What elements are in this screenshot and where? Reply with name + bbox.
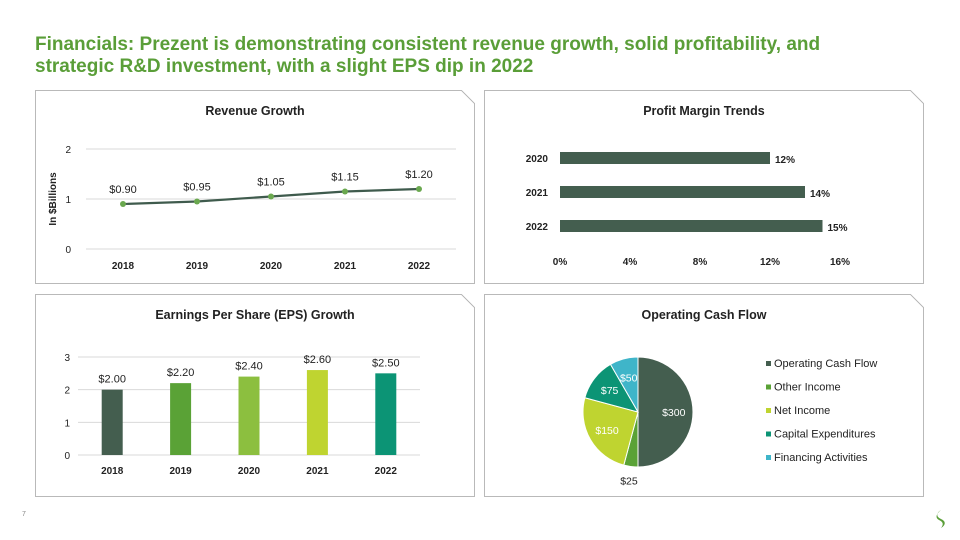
eps-data-label: $2.20 bbox=[167, 367, 195, 379]
x-tick-label: 2020 bbox=[238, 466, 261, 477]
x-tick-label: 2018 bbox=[112, 261, 135, 272]
legend-label: Capital Expenditures bbox=[774, 429, 876, 441]
x-tick-label: 2019 bbox=[186, 261, 209, 272]
eps-bar bbox=[170, 383, 192, 455]
panel-corner-fold bbox=[461, 90, 475, 104]
revenue-chart-title: Revenue Growth bbox=[205, 104, 305, 118]
profit-margin-bar bbox=[560, 186, 805, 198]
profit-margin-bar bbox=[560, 220, 823, 232]
legend-swatch bbox=[766, 408, 771, 413]
eps-bar-chart: 0 1 2 3 $2.00 2018 $2.20 2019 $2.40 2020 $2.60 2021… bbox=[64, 353, 420, 477]
y-tick-label: 2 bbox=[64, 386, 70, 397]
revenue-data-label: $1.05 bbox=[257, 177, 285, 189]
y-tick-label: 0 bbox=[64, 451, 70, 462]
x-tick-label: 2022 bbox=[375, 466, 398, 477]
y-category-label: 2022 bbox=[526, 222, 549, 233]
pie-data-label: $300 bbox=[662, 407, 686, 419]
eps-bar bbox=[238, 376, 260, 455]
legend-label: Other Income bbox=[774, 382, 841, 394]
pie-slice bbox=[609, 356, 639, 414]
x-tick-label: 2019 bbox=[169, 466, 192, 477]
profit-margin-bar-chart: 2020 12% 2021 14% 2022 15% 0% 4% 8% 12% 16% bbox=[526, 152, 850, 268]
profit-margin-data-label: 12% bbox=[775, 155, 795, 166]
x-tick-label: 12% bbox=[760, 257, 780, 268]
profit-margin-chart-title: Profit Margin Trends bbox=[643, 104, 765, 118]
slide-title-line-2: strategic R&D investment, with a slight … bbox=[35, 56, 534, 77]
slide-title: Financials: Prezent is demonstrating con… bbox=[35, 34, 915, 78]
cash-flow-pie-chart: $300 $25 $150 $75$50 Operating Cash Flow Othe… bbox=[582, 356, 877, 487]
revenue-data-point bbox=[268, 193, 274, 200]
legend-swatch bbox=[766, 431, 771, 437]
revenue-data-label: $0.90 bbox=[109, 184, 137, 196]
revenue-data-label: $0.95 bbox=[183, 182, 211, 194]
panel-corner-fold bbox=[461, 294, 475, 308]
y-tick-label: 1 bbox=[64, 418, 70, 429]
y-tick-label: 2 bbox=[65, 145, 71, 156]
revenue-data-label: $1.15 bbox=[331, 172, 359, 184]
y-category-label: 2020 bbox=[526, 154, 549, 165]
x-tick-label: 2018 bbox=[101, 466, 124, 477]
eps-growth-panel: Earnings Per Share (EPS) Growth 0 1 2 3 $2.0… bbox=[35, 294, 475, 497]
pie-slice bbox=[582, 397, 639, 466]
panel-corner-fold bbox=[910, 90, 924, 104]
y-axis-label: In $Billions bbox=[48, 172, 59, 226]
y-tick-label: 3 bbox=[64, 353, 70, 364]
profit-margin-panel: Profit Margin Trends 2020 12% 2021 14% 2022 1… bbox=[484, 90, 924, 284]
pie-data-label: $75 bbox=[601, 385, 619, 397]
legend-swatch bbox=[766, 361, 771, 366]
x-tick-label: 2021 bbox=[306, 466, 329, 477]
revenue-line-chart: 0 1 2 In $Billions 2018 2019 2020 2021 2022 $0.90… bbox=[48, 145, 456, 272]
revenue-data-point bbox=[342, 188, 348, 195]
profit-margin-data-label: 14% bbox=[810, 189, 830, 200]
eps-chart-title: Earnings Per Share (EPS) Growth bbox=[155, 308, 355, 322]
revenue-data-label: $1.20 bbox=[405, 169, 433, 181]
y-category-label: 2021 bbox=[526, 188, 549, 199]
x-tick-label: 2022 bbox=[408, 261, 431, 272]
pie-data-label: $25 bbox=[620, 475, 638, 487]
legend-swatch bbox=[766, 455, 771, 460]
pie-slice bbox=[637, 356, 694, 468]
eps-data-label: $2.60 bbox=[304, 354, 332, 366]
legend-swatch bbox=[766, 384, 771, 390]
eps-data-label: $2.00 bbox=[98, 374, 126, 386]
y-tick-label: 0 bbox=[65, 245, 71, 256]
panel-corner-fold bbox=[910, 294, 924, 308]
eps-bar bbox=[375, 373, 397, 455]
eps-bar bbox=[101, 389, 123, 455]
revenue-data-point bbox=[120, 201, 126, 207]
revenue-growth-panel: Revenue Growth 0 1 2 In $Billions 2018 2019 20… bbox=[35, 90, 475, 284]
profit-margin-bar bbox=[560, 152, 770, 164]
cash-flow-chart-title: Operating Cash Flow bbox=[641, 308, 767, 322]
slide-title-line-1: Financials: Prezent is demonstrating con… bbox=[35, 34, 821, 55]
profit-margin-data-label: 15% bbox=[828, 223, 848, 234]
eps-data-label: $2.40 bbox=[235, 361, 263, 373]
revenue-data-point bbox=[194, 198, 200, 205]
x-tick-label: 8% bbox=[693, 257, 708, 268]
revenue-data-point bbox=[416, 186, 422, 192]
legend-label: Financing Activities bbox=[774, 452, 868, 464]
pie-data-label: $50 bbox=[620, 372, 638, 384]
operating-cash-flow-panel: Operating Cash Flow $300 $25 $150 $75 $50 Ope… bbox=[484, 294, 924, 497]
y-tick-label: 1 bbox=[65, 195, 71, 206]
x-tick-label: 2020 bbox=[260, 261, 283, 272]
page-number: 7 bbox=[22, 511, 26, 518]
eps-bar bbox=[306, 370, 328, 455]
legend-label: Operating Cash Flow bbox=[774, 358, 877, 370]
x-tick-label: 2021 bbox=[334, 261, 357, 272]
prezent-logo-icon bbox=[936, 510, 945, 528]
x-tick-label: 16% bbox=[830, 257, 850, 268]
pie-data-label: $150 bbox=[595, 425, 619, 437]
legend-label: Net Income bbox=[774, 405, 830, 417]
x-tick-label: 0% bbox=[553, 257, 568, 268]
x-tick-label: 4% bbox=[623, 257, 638, 268]
eps-data-label: $2.50 bbox=[372, 357, 400, 369]
